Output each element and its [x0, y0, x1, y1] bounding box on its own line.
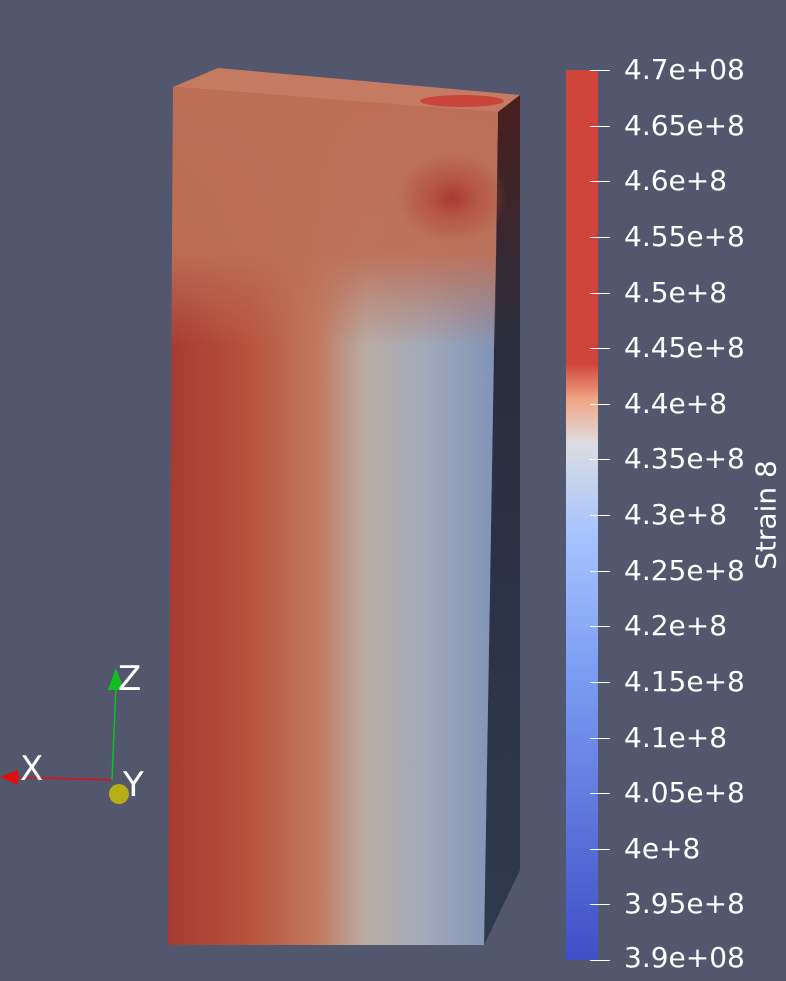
scalar-bar-tick-label: 4.65e+8 [624, 109, 745, 142]
scalar-bar-tick [590, 515, 610, 516]
x-axis-arrow [0, 770, 18, 785]
scalar-bar-tick-label: 4.35e+8 [624, 442, 745, 475]
scalar-bar-tick [590, 126, 610, 127]
scalar-bar-tick [590, 237, 610, 238]
scalar-bar-tick-label: 4.15e+8 [624, 665, 745, 698]
x-axis-line [13, 776, 113, 781]
scalar-bar-tick [590, 70, 610, 71]
y-axis-sphere [109, 784, 129, 804]
scalar-bar-tick-label: 4.05e+8 [624, 776, 745, 809]
orientation-axes [0, 668, 129, 804]
scalar-bar-tick [590, 738, 610, 739]
scalar-bar-tick [590, 849, 610, 850]
scalar-bar-tick [590, 404, 610, 405]
y-axis-label: Y [123, 765, 144, 805]
scalar-bar-tick [590, 904, 610, 905]
scalar-bar-tick-label: 3.95e+8 [624, 887, 745, 920]
scalar-bar-tick-label: 4.6e+8 [624, 164, 728, 197]
scalar-bar-tick [590, 682, 610, 683]
z-axis-line [111, 684, 117, 781]
scalar-bar-tick [590, 571, 610, 572]
x-axis-label: X [20, 749, 44, 789]
scalar-bar-tick-label: 4.2e+8 [624, 609, 728, 642]
scalar-bar-tick-label: 4.1e+8 [624, 721, 728, 754]
scalar-bar-tick-label: 4.45e+8 [624, 331, 745, 364]
z-axis-label: Z [118, 659, 142, 699]
scalar-bar-tick-label: 3.9e+08 [624, 941, 745, 974]
scalar-bar-tick [590, 293, 610, 294]
top-hot-spot [420, 95, 504, 107]
scalar-bar-tick-label: 4.4e+8 [624, 387, 728, 420]
scalar-bar-tick-label: 4.55e+8 [624, 220, 745, 253]
scalar-bar-tick [590, 960, 610, 961]
front-hot-spot [397, 153, 507, 243]
block-side-face [484, 95, 520, 945]
z-axis-arrow [108, 668, 124, 690]
mesh-block[interactable] [168, 68, 520, 945]
scalar-bar-tick-label: 4.7e+08 [624, 53, 745, 86]
scalar-bar-tick [590, 459, 610, 460]
scalar-bar-tick-label: 4.25e+8 [624, 554, 745, 587]
scalar-bar-tick-label: 4e+8 [624, 832, 701, 865]
scalar-bar-tick-label: 4.5e+8 [624, 276, 728, 309]
scalar-bar-tick [590, 793, 610, 794]
scalar-bar-tick [590, 348, 610, 349]
scalar-bar-tick [590, 181, 610, 182]
scalar-bar-tick [590, 626, 610, 627]
scalar-bar-title: Strain 8 [749, 460, 783, 570]
scalar-bar-tick-label: 4.3e+8 [624, 498, 728, 531]
